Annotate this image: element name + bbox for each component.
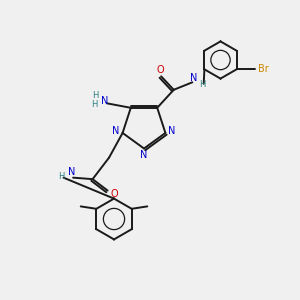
Text: N: N [68,167,75,177]
Text: N: N [112,127,120,136]
Text: O: O [110,189,118,199]
Text: H: H [58,172,65,181]
Text: H: H [199,80,206,89]
Text: H: H [92,91,99,100]
Text: Br: Br [258,64,269,74]
Text: N: N [168,127,176,136]
Text: N: N [190,74,197,83]
Text: H: H [91,100,97,109]
Text: N: N [140,150,148,160]
Text: N: N [101,96,108,106]
Text: O: O [157,65,164,75]
